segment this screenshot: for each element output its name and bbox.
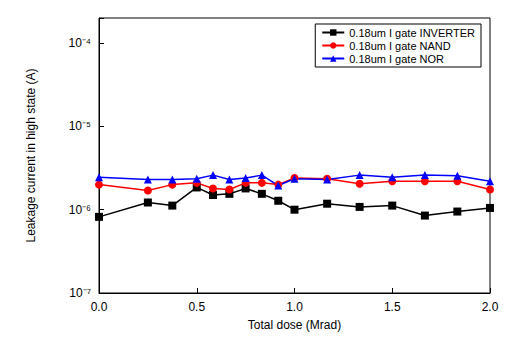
svg-text:Leakage current in high state: Leakage current in high state (A) [24,68,38,242]
svg-text:0.18um I gate INVERTER: 0.18um I gate INVERTER [349,27,475,39]
svg-text:Total dose (Mrad): Total dose (Mrad) [248,318,341,332]
svg-text:10⁻⁴: 10⁻⁴ [68,36,91,50]
svg-text:0.18um I gate NAND: 0.18um I gate NAND [349,40,451,52]
svg-text:1.5: 1.5 [384,300,401,314]
svg-text:10⁻⁵: 10⁻⁵ [69,119,91,133]
svg-text:10⁻⁷: 10⁻⁷ [69,286,91,300]
svg-text:0.18um I gate NOR: 0.18um I gate NOR [349,53,444,65]
svg-text:1.0: 1.0 [286,300,303,314]
svg-text:0.0: 0.0 [91,300,108,314]
svg-text:10⁻⁶: 10⁻⁶ [69,203,91,217]
svg-text:2.0: 2.0 [482,300,499,314]
svg-text:0.5: 0.5 [188,300,205,314]
